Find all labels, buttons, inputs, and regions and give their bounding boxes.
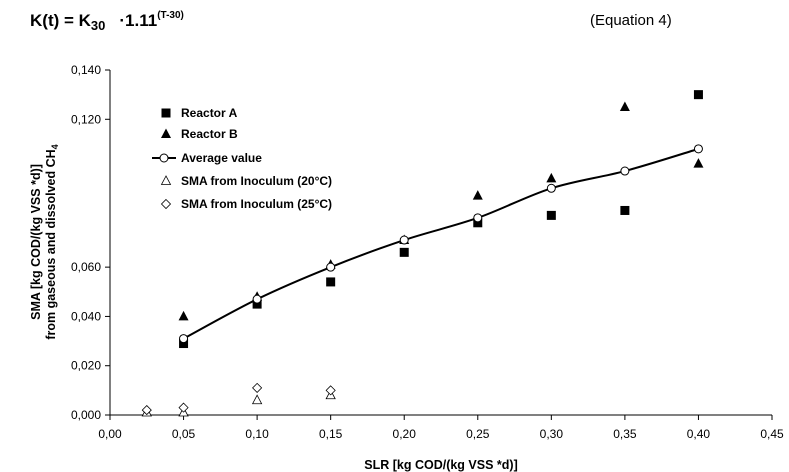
data-point-reactor-b xyxy=(178,310,189,321)
y-tick-label: 0,120 xyxy=(71,112,101,126)
legend-marker-sma-from-inoculum-25-c xyxy=(160,198,172,210)
series-reactor-a xyxy=(179,90,703,349)
data-point-reactor-a xyxy=(620,205,630,215)
y-axis-title-line1: SMA [kg COD/(kg VSS *d)] xyxy=(29,164,43,320)
data-point-average-value xyxy=(546,183,556,193)
series-average-value xyxy=(179,144,703,344)
data-point-average-value xyxy=(620,166,630,176)
y-tick-label: 0,000 xyxy=(71,408,101,422)
data-point-average-value xyxy=(179,334,189,344)
x-tick-label: 0,15 xyxy=(319,427,343,441)
data-point-sma-from-inoculum-25-c xyxy=(252,382,263,393)
x-tick-label: 0,30 xyxy=(540,427,564,441)
y-tick-label: 0,020 xyxy=(71,359,101,373)
data-point-sma-from-inoculum-20-c xyxy=(251,394,263,405)
data-point-average-value xyxy=(252,294,262,304)
data-point-average-value xyxy=(399,235,409,245)
data-point-reactor-a xyxy=(399,247,409,257)
x-ticks: 0,00 0,05 0,10 0,15 0,20 0,25 0,30 0,35 0,40 0,45 xyxy=(98,415,784,441)
data-point-reactor-b xyxy=(546,172,557,183)
x-tick-label: 0,10 xyxy=(245,427,269,441)
equation: K(t) = K30 ·1.11(T-30) xyxy=(30,10,184,33)
y-tick-label: 0,060 xyxy=(71,260,101,274)
y-tick-label: 0,140 xyxy=(71,63,101,77)
equation-label: (Equation 4) xyxy=(590,12,672,29)
legend-marker-reactor-a xyxy=(161,108,171,118)
data-point-reactor-a xyxy=(252,299,262,309)
legend-marker-average-value xyxy=(159,153,169,163)
data-point-reactor-b xyxy=(693,158,704,168)
equation-factor: ·1.11 xyxy=(119,11,157,30)
y-ticks: 0,000 0,020 0,040 0,060 0,120 0,140 xyxy=(71,63,110,422)
data-point-reactor-a xyxy=(179,339,189,349)
legend-label-reactor-b: Reactor B xyxy=(181,127,238,141)
legend: Reactor A Reactor B Average value SMA fr… xyxy=(152,106,332,211)
legend-label-inoculum-20c: SMA from Inoculum (20°C) xyxy=(181,174,332,188)
y-axis-title-line2-main: from gaseous and dissolved CH xyxy=(44,149,58,339)
x-tick-label: 0,35 xyxy=(613,427,637,441)
data-point-reactor-b xyxy=(472,190,483,200)
legend-label-average-value: Average value xyxy=(181,151,262,165)
y-axis-title-line2: from gaseous and dissolved CH4 xyxy=(44,144,60,339)
data-point-sma-from-inoculum-25-c xyxy=(325,385,336,396)
x-tick-label: 0,25 xyxy=(466,427,490,441)
x-tick-label: 0,20 xyxy=(393,427,417,441)
data-point-reactor-a xyxy=(693,90,703,100)
legend-marker-reactor-b xyxy=(161,128,171,138)
y-tick-label: 0,040 xyxy=(71,309,101,323)
equation-k-subscript: 30 xyxy=(91,18,105,33)
equation-lhs: K(t) = K xyxy=(30,11,92,30)
legend-markers xyxy=(152,108,176,210)
x-axis-title: SLR [kg COD/(kg VSS *d)] xyxy=(364,458,517,472)
y-axis-title: SMA [kg COD/(kg VSS *d)] from gaseous an… xyxy=(29,144,60,339)
data-point-average-value xyxy=(473,213,483,223)
plot-area xyxy=(141,90,704,417)
data-point-average-value xyxy=(693,144,703,154)
equation-exponent: (T-30) xyxy=(157,10,184,21)
legend-label-reactor-a: Reactor A xyxy=(181,106,238,120)
data-point-reactor-a xyxy=(473,218,483,228)
legend-label-inoculum-25c: SMA from Inoculum (25°C) xyxy=(181,197,332,211)
x-tick-label: 0,40 xyxy=(687,427,711,441)
legend-marker-sma-from-inoculum-20-c xyxy=(160,175,172,185)
data-point-reactor-b xyxy=(619,101,630,111)
data-point-reactor-a xyxy=(546,210,556,220)
data-point-sma-from-inoculum-25-c xyxy=(178,402,189,413)
data-point-sma-from-inoculum-25-c xyxy=(141,405,152,416)
x-tick-label: 0,05 xyxy=(172,427,196,441)
series-sma-from-inoculum-25-c xyxy=(141,382,336,416)
x-tick-label: 0,45 xyxy=(760,427,784,441)
series-sma-from-inoculum-20-c xyxy=(141,389,336,417)
y-axis-title-line2-sub: 4 xyxy=(50,144,60,149)
data-point-reactor-a xyxy=(326,277,336,287)
x-tick-label: 0,00 xyxy=(98,427,122,441)
data-point-average-value xyxy=(326,262,336,272)
